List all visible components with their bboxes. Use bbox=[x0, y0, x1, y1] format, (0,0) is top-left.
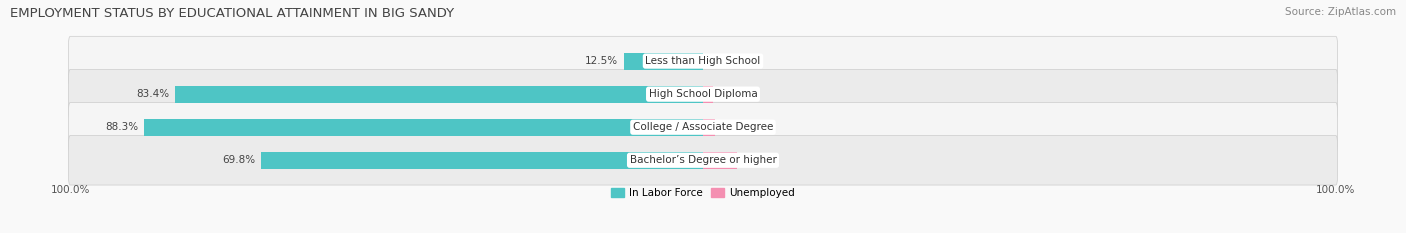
Bar bbox=[262, 152, 703, 169]
Text: 1.9%: 1.9% bbox=[721, 122, 748, 132]
FancyBboxPatch shape bbox=[69, 135, 1337, 185]
Text: Bachelor’s Degree or higher: Bachelor’s Degree or higher bbox=[630, 155, 776, 165]
FancyBboxPatch shape bbox=[69, 103, 1337, 152]
FancyBboxPatch shape bbox=[69, 69, 1337, 119]
Text: 69.8%: 69.8% bbox=[222, 155, 254, 165]
Bar bbox=[703, 86, 713, 103]
Legend: In Labor Force, Unemployed: In Labor Force, Unemployed bbox=[607, 184, 799, 202]
Text: 12.5%: 12.5% bbox=[585, 56, 617, 66]
Text: EMPLOYMENT STATUS BY EDUCATIONAL ATTAINMENT IN BIG SANDY: EMPLOYMENT STATUS BY EDUCATIONAL ATTAINM… bbox=[10, 7, 454, 20]
Text: 1.6%: 1.6% bbox=[720, 89, 747, 99]
Bar bbox=[176, 86, 703, 103]
Text: High School Diploma: High School Diploma bbox=[648, 89, 758, 99]
FancyBboxPatch shape bbox=[69, 36, 1337, 86]
Text: 88.3%: 88.3% bbox=[105, 122, 138, 132]
Text: 5.4%: 5.4% bbox=[744, 155, 770, 165]
Text: Source: ZipAtlas.com: Source: ZipAtlas.com bbox=[1285, 7, 1396, 17]
Text: 83.4%: 83.4% bbox=[136, 89, 169, 99]
Bar bbox=[145, 119, 703, 136]
Bar bbox=[624, 52, 703, 70]
Text: Less than High School: Less than High School bbox=[645, 56, 761, 66]
Bar bbox=[703, 152, 737, 169]
Text: College / Associate Degree: College / Associate Degree bbox=[633, 122, 773, 132]
Text: 0.0%: 0.0% bbox=[710, 56, 735, 66]
Bar bbox=[703, 119, 716, 136]
